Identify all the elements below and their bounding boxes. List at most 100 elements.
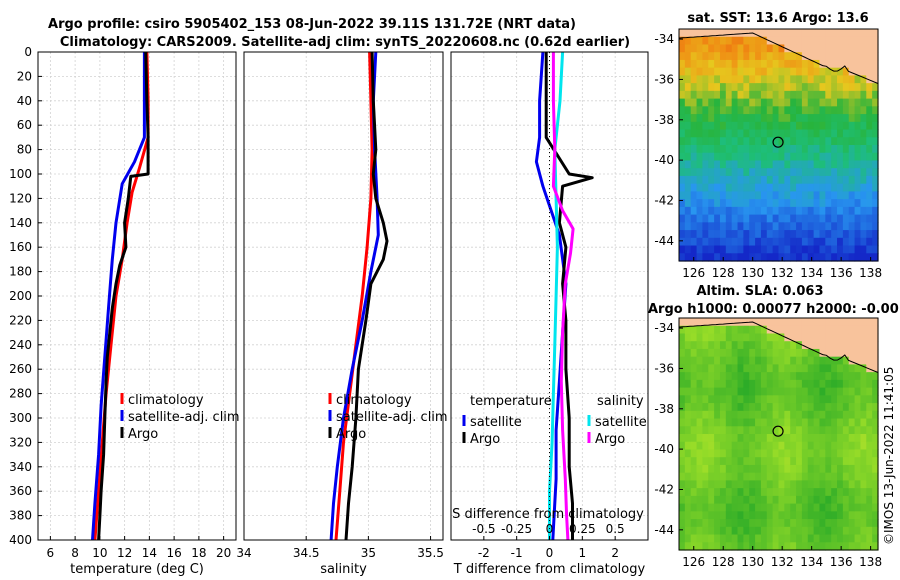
map-cell [737, 418, 744, 427]
map-cell [772, 441, 780, 451]
map-cell [825, 29, 832, 38]
map-frame [678, 28, 879, 262]
map-cell [755, 83, 762, 92]
map-cell [854, 36, 862, 46]
map-cell [690, 121, 698, 131]
map-cell [690, 488, 698, 497]
y-tick-label: 380 [9, 509, 32, 523]
map-cell [790, 36, 797, 46]
map-cell [854, 106, 862, 115]
map-cell [854, 52, 862, 61]
map-cell [837, 90, 844, 100]
map-cell [760, 488, 768, 497]
map-cell [737, 90, 744, 100]
map-cell [772, 75, 780, 84]
map-cell [837, 464, 844, 474]
map-cell [714, 519, 721, 528]
map-cell [708, 480, 715, 489]
map-cell [749, 230, 756, 239]
map-cell [825, 237, 832, 247]
map-cell [837, 168, 844, 177]
map-cell [819, 168, 826, 177]
map-cell [784, 379, 791, 389]
map-cell [801, 98, 809, 107]
y-tick-label: 60 [17, 118, 32, 132]
map-cell [825, 114, 832, 123]
map-cell [860, 379, 867, 389]
map-cell [819, 75, 826, 84]
map-cell [766, 253, 774, 262]
map-cell [690, 410, 698, 420]
argo-location-marker [772, 136, 784, 148]
map-cell [807, 426, 815, 435]
x-tick-label: 6 [47, 546, 55, 560]
map-cell [848, 121, 856, 131]
map-cell [796, 160, 803, 169]
map-cell [690, 418, 698, 427]
map-cell [807, 253, 815, 262]
map-cell [708, 488, 715, 497]
y-tick-label: 20 [17, 69, 32, 83]
map-cell [719, 379, 727, 389]
map-sla-subtitle: Argo h1000: 0.00077 h2000: -0.00 [648, 302, 899, 317]
map-cell [684, 36, 692, 46]
map-cell [842, 318, 850, 327]
map-cell [690, 372, 698, 381]
map-cell [848, 449, 856, 458]
map-cell [743, 52, 750, 61]
map-cell [760, 341, 768, 350]
map-cell [714, 36, 721, 46]
map-cell [842, 137, 850, 146]
map-cell [690, 160, 698, 169]
map-cell [760, 379, 768, 389]
map-cell [848, 206, 856, 216]
map-cell [766, 503, 774, 512]
map-cell [719, 348, 727, 358]
map-cell [760, 67, 768, 76]
map-cell [772, 206, 780, 216]
map-cell [842, 379, 850, 389]
map-cell [714, 145, 721, 154]
map-cell [778, 379, 785, 389]
map-cell [702, 168, 709, 177]
map-cell [760, 410, 768, 420]
map-cell [842, 395, 850, 404]
map-cell [702, 237, 709, 247]
map-cell [778, 503, 785, 512]
coastline [678, 321, 879, 373]
map-cell [684, 183, 692, 192]
map-cell [796, 199, 803, 208]
map-cell [760, 191, 768, 200]
map-cell [872, 152, 879, 162]
map-cell [766, 472, 774, 481]
map-cell [684, 488, 692, 497]
map-cell [848, 511, 856, 520]
map-cell [708, 333, 715, 342]
map-cell [749, 395, 756, 404]
map-cell [872, 379, 879, 389]
map-cell [696, 237, 704, 247]
map-cell [778, 480, 785, 489]
map-cell [766, 372, 774, 381]
map-cell [784, 44, 791, 53]
y-tick-label: 120 [9, 191, 32, 205]
map-cell [796, 52, 803, 61]
map-cell [772, 472, 780, 481]
map-cell [725, 152, 733, 162]
map-cell [737, 152, 744, 162]
map-cell [696, 253, 704, 262]
map-cell [755, 526, 762, 536]
map-cell [801, 121, 809, 131]
map-cell [714, 160, 721, 169]
map-cell [831, 145, 838, 154]
map-x-tick-label: 134 [800, 555, 823, 569]
map-cell [860, 403, 867, 412]
map-cell [714, 59, 721, 69]
map-cell [801, 457, 809, 466]
map-cell [708, 121, 715, 131]
map-cell [684, 519, 692, 528]
map-cell [860, 191, 867, 200]
map-cell [872, 183, 879, 192]
map-cell [749, 526, 756, 536]
